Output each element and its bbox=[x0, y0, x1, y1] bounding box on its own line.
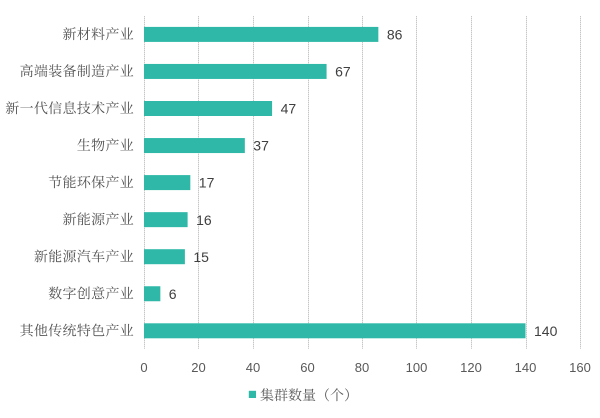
svg-text:60: 60 bbox=[300, 360, 314, 375]
svg-text:0: 0 bbox=[140, 360, 147, 375]
svg-text:40: 40 bbox=[246, 360, 260, 375]
svg-text:160: 160 bbox=[569, 360, 591, 375]
svg-text:6: 6 bbox=[169, 286, 177, 302]
svg-text:17: 17 bbox=[199, 175, 215, 191]
svg-text:86: 86 bbox=[387, 27, 403, 43]
svg-text:140: 140 bbox=[534, 323, 558, 339]
svg-text:20: 20 bbox=[191, 360, 205, 375]
svg-text:37: 37 bbox=[253, 138, 269, 154]
svg-text:15: 15 bbox=[193, 249, 209, 265]
svg-text:100: 100 bbox=[406, 360, 428, 375]
svg-text:16: 16 bbox=[196, 212, 212, 228]
svg-text:47: 47 bbox=[281, 101, 297, 117]
svg-text:80: 80 bbox=[355, 360, 369, 375]
svg-text:120: 120 bbox=[460, 360, 482, 375]
svg-text:140: 140 bbox=[515, 360, 537, 375]
svg-text:67: 67 bbox=[335, 64, 351, 80]
